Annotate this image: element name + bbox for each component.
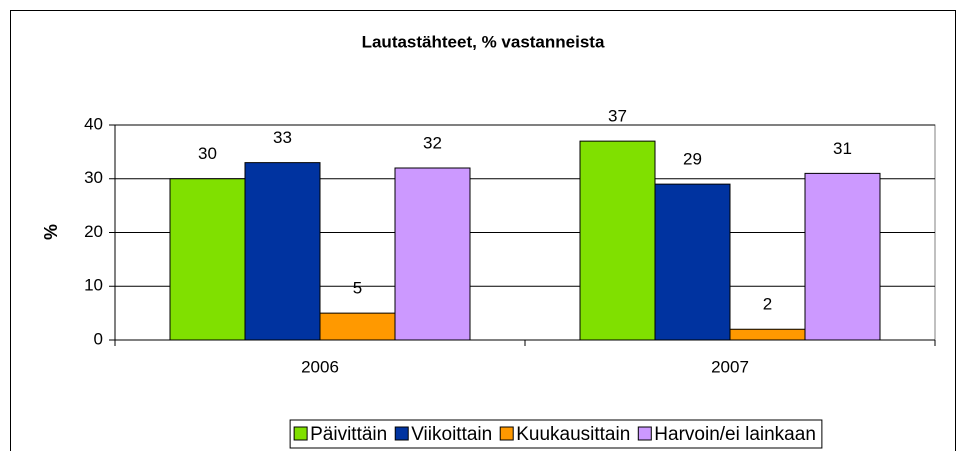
- data-label: 5: [353, 279, 362, 298]
- data-label: 37: [608, 107, 627, 126]
- legend: Päivittäin Viikoittain Kuukausittain Harvoi…: [289, 419, 823, 449]
- y-tick-label: 10: [84, 276, 103, 295]
- data-label: 30: [198, 144, 217, 163]
- bar: [654, 183, 731, 341]
- y-tick-label: 40: [84, 114, 103, 133]
- data-label: 32: [423, 133, 442, 152]
- data-label: 29: [683, 150, 702, 169]
- y-tick-label: 30: [84, 168, 103, 187]
- legend-label: Päivittäin: [310, 424, 387, 445]
- data-label: 2: [763, 295, 772, 314]
- legend-label: Kuukausittain: [516, 424, 630, 445]
- legend-swatch: [637, 426, 652, 441]
- bar: [394, 167, 471, 341]
- legend-swatch: [394, 426, 409, 441]
- bar: [804, 172, 881, 341]
- chart-title: Lautastähteet, % vastanneista: [362, 32, 605, 51]
- data-label: 31: [833, 139, 852, 158]
- legend-swatch: [293, 426, 308, 441]
- legend-label: Harvoin/ei lainkaan: [654, 424, 816, 445]
- bar: [244, 162, 321, 341]
- legend-label: Viikoittain: [411, 424, 492, 445]
- legend-frame: [289, 419, 823, 449]
- bar: [319, 312, 396, 341]
- bar: [729, 328, 806, 341]
- bar: [579, 140, 656, 341]
- bar: [169, 178, 246, 341]
- x-tick-label: 2006: [301, 357, 339, 376]
- data-label: 33: [273, 128, 292, 147]
- y-axis-label: %: [41, 224, 61, 240]
- legend-swatch: [499, 426, 514, 441]
- x-tick-label: 2007: [711, 357, 749, 376]
- y-tick-label: 0: [94, 329, 103, 348]
- y-tick-label: 20: [84, 222, 103, 241]
